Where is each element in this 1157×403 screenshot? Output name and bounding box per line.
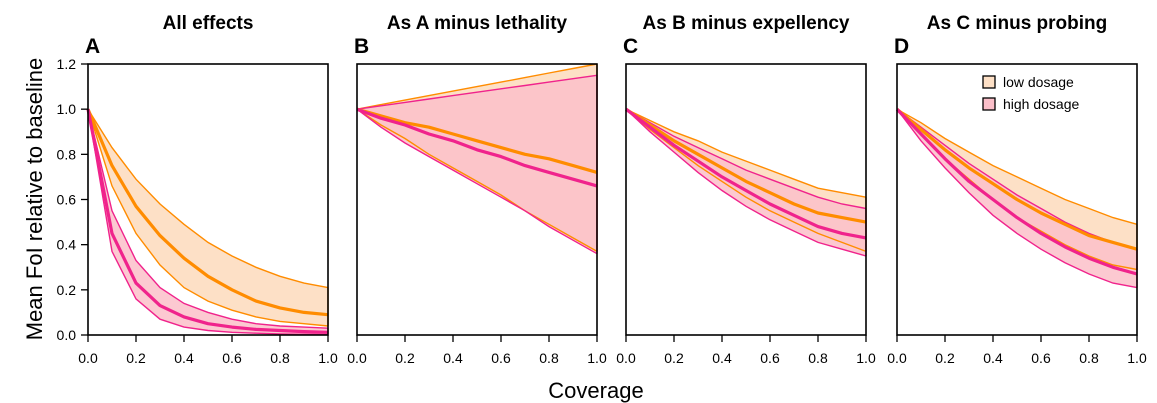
lower-line-low-dosage [625,108,867,253]
x-tick-label: 0.8 [808,350,828,366]
y-tick-label: 0.6 [57,192,77,208]
x-tick-label: 0.8 [270,350,290,366]
mean-line-high-dosage [356,107,598,188]
mean-line-high-dosage [86,108,329,334]
x-tick-label: 0.6 [1031,350,1051,366]
lower-line-low-dosage [356,108,598,253]
y-tick-label: 0.8 [57,146,77,162]
panel-b: 0.0 0.2 0.4 0.6 0.8 1.0 As A minus lethality B [347,13,607,366]
band-low-dosage [88,109,328,326]
mean-line-low-dosage [356,107,598,174]
x-tick-label: 1.0 [1127,350,1147,366]
x-tick-label: 0.8 [539,350,559,366]
x-tick-label: 0.6 [222,350,242,366]
legend-label-high-dosage: high dosage [1003,96,1080,112]
lower-line-high-dosage [625,108,867,257]
x-tick-label: 0.2 [126,350,146,366]
x-axis-label: Coverage [548,378,643,403]
y-axis-label: Mean FoI relative to baseline [22,58,47,341]
x-tick-label: 0.2 [664,350,684,366]
upper-line-low-dosage [896,108,1138,225]
panel-letter: A [85,35,100,58]
x-tick-label: 0.0 [887,350,907,366]
panel-letter: C [623,35,638,58]
lower-line-high-dosage [356,108,598,255]
x-tick-label: 0.4 [443,350,463,366]
upper-line-high-dosage [625,108,867,210]
y-tick-label: 0.2 [57,282,77,298]
mean-line-high-dosage [625,107,867,240]
upper-line-low-dosage [87,108,329,289]
legend-swatch-high-dosage [982,97,996,111]
x-tick-label: 0.0 [347,350,367,366]
y-tick-label: 0.0 [57,327,77,343]
panel-letter: B [354,35,369,58]
mean-line-high-dosage [895,108,1138,276]
legend-label-low-dosage: low dosage [1003,74,1074,90]
x-tick-label: 0.4 [983,350,1003,366]
x-tick-label: 0.4 [712,350,732,366]
plot-frame [356,63,598,336]
chart-panels: 0.0 0.2 0.4 0.6 0.8 1.0 0.0 0.2 0.4 0.6 0.8 1.0 1.2 A… [57,13,1147,366]
x-tick-label: 0.6 [491,350,511,366]
lower-line-high-dosage [896,108,1138,289]
x-tick-label: 0.0 [78,350,98,366]
upper-line-low-dosage [625,108,867,198]
y-tick-label: 0.4 [57,237,77,253]
y-tick-label: 1.0 [57,101,77,117]
x-tick-label: 0.2 [395,350,415,366]
panel-letter: D [894,35,909,58]
band-high-dosage [88,109,328,335]
x-tick-label: 0.6 [760,350,780,366]
panel-title: As A minus lethality [387,13,568,34]
x-tick-label: 0.8 [1079,350,1099,366]
upper-line-high-dosage [87,109,329,329]
band-high-dosage [357,75,597,254]
legend: low dosage high dosage [982,74,1080,112]
upper-line-low-dosage [356,63,598,110]
panel-title: As C minus probing [927,13,1108,34]
y-tick-label: 1.2 [57,56,77,72]
mean-line-low-dosage [895,107,1138,251]
legend-swatch-low-dosage [982,75,996,89]
mean-line-low-dosage [86,108,329,317]
lower-line-high-dosage [87,109,329,336]
lower-line-low-dosage [87,108,329,327]
x-tick-label: 1.0 [856,350,876,366]
panel-d: 0.0 0.2 0.4 0.6 0.8 1.0 As C minus probing D [887,13,1147,366]
x-tick-label: 0.0 [616,350,636,366]
upper-line-high-dosage [356,74,598,110]
x-tick-label: 0.4 [174,350,194,366]
plot-frame [896,63,1138,336]
plot-frame [625,63,867,336]
x-tick-label: 1.0 [318,350,338,366]
x-tick-label: 0.2 [935,350,955,366]
mean-line-low-dosage [625,107,867,224]
panel-a: 0.0 0.2 0.4 0.6 0.8 1.0 0.0 0.2 0.4 0.6 0.8 1.0 1.2 A… [57,13,338,366]
panel-title: All effects [163,13,254,34]
panel-title: As B minus expellency [643,13,850,34]
x-tick-label: 1.0 [587,350,607,366]
